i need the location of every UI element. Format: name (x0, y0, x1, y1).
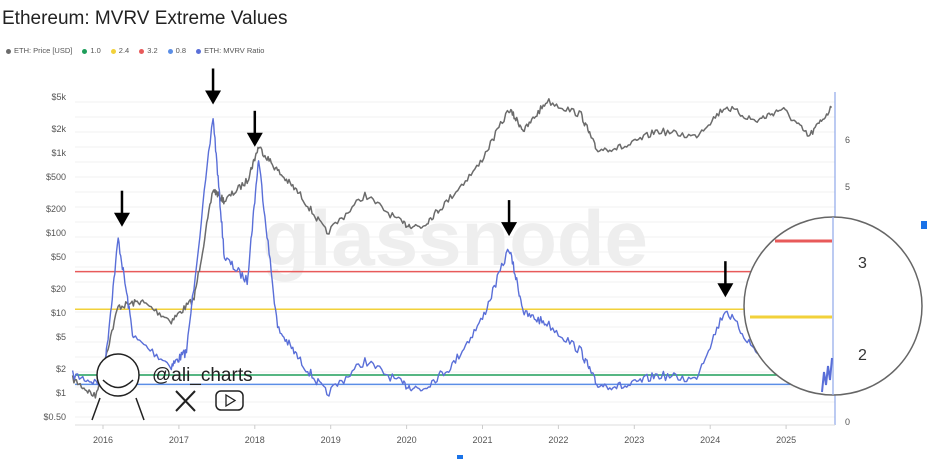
legend-dot (139, 48, 145, 54)
chart-title: Ethereum: MVRV Extreme Values (2, 8, 288, 29)
x-tick-label: 2021 (472, 435, 492, 445)
arrow-head (113, 212, 130, 227)
avatar-face (96, 353, 140, 397)
legend-item[interactable]: 1.0 (82, 46, 101, 55)
legend-label: ETH: MVRV Ratio (204, 46, 265, 55)
y-left-tick-label: $100 (46, 228, 66, 238)
y-left-tick-label: $2k (51, 124, 66, 134)
x-tick-label: 2025 (776, 435, 796, 445)
legend-label: 1.0 (90, 46, 101, 55)
y-left-tick-label: $5 (56, 332, 66, 342)
legend-item[interactable]: 2.4 (110, 46, 130, 55)
signature: @ali_charts (91, 353, 253, 421)
x-tick-label: 2019 (321, 435, 341, 445)
x-tick-label: 2023 (624, 435, 644, 445)
y-left-tick-label: $10 (51, 308, 66, 318)
y-left-tick-label: $1 (56, 388, 66, 398)
avatar-shoulders (91, 397, 145, 421)
legend-dot (82, 48, 88, 54)
y-left-tick-label: $20 (51, 284, 66, 294)
legend-dot (6, 48, 11, 54)
y-left-tick-label: $200 (46, 204, 66, 214)
legend-label: 0.8 (175, 46, 187, 55)
youtube-icon (215, 390, 244, 411)
y-left-tick-label: $50 (51, 252, 66, 262)
y-left-tick-label: $2 (56, 364, 66, 374)
arrow-head (717, 283, 734, 298)
x-tick-label: 2022 (548, 435, 568, 445)
magnifier-tick-label: 2 (858, 347, 867, 364)
x-logo-icon (175, 390, 196, 412)
watermark: glassnode (262, 194, 648, 282)
selection-handle[interactable] (457, 455, 463, 459)
series-mvrv-ratio (71, 118, 832, 397)
signature-handle: @ali_charts (152, 365, 253, 386)
series-eth-price (71, 98, 833, 399)
youtube-play-icon (225, 393, 237, 408)
x-tick-label: 2017 (169, 435, 189, 445)
arrow-head (205, 90, 222, 105)
x-tick-label: 2016 (93, 435, 113, 445)
legend-label: ETH: Price [USD] (14, 46, 73, 55)
legend-label: 2.4 (118, 46, 130, 55)
legend-item[interactable]: 3.2 (139, 46, 158, 55)
selection-handle[interactable] (921, 221, 927, 229)
arrow-head (501, 222, 518, 237)
y-left-tick-label: $500 (46, 172, 66, 182)
legend-dot (196, 48, 202, 54)
legend-label: 3.2 (147, 46, 158, 55)
legend: ETH: Price [USD] 1.0 2.4 3.2 0.8 ETH: MVRV Ra… (6, 46, 264, 55)
legend-dot (167, 48, 173, 54)
y-left-tick-label: $0.50 (43, 412, 66, 422)
x-tick-label: 2018 (245, 435, 265, 445)
y-left-tick-label: $5k (51, 92, 66, 102)
y-left-tick-label: $1k (51, 148, 66, 158)
y-right-tick-label: 5 (845, 182, 850, 192)
x-tick-label: 2020 (397, 435, 417, 445)
avatar-smile (102, 379, 134, 389)
magnified-mvrv (821, 357, 833, 393)
legend-dot (110, 48, 116, 54)
magnifier-tick-label: 3 (858, 255, 867, 272)
x-tick-label: 2024 (700, 435, 720, 445)
legend-item[interactable]: ETH: MVRV Ratio (196, 46, 264, 55)
y-right-tick-label: 0 (845, 417, 850, 427)
legend-item[interactable]: 0.8 (167, 46, 187, 55)
arrow-head (246, 132, 263, 147)
y-right-tick-label: 6 (845, 135, 850, 145)
legend-item[interactable]: ETH: Price [USD] (6, 46, 72, 55)
